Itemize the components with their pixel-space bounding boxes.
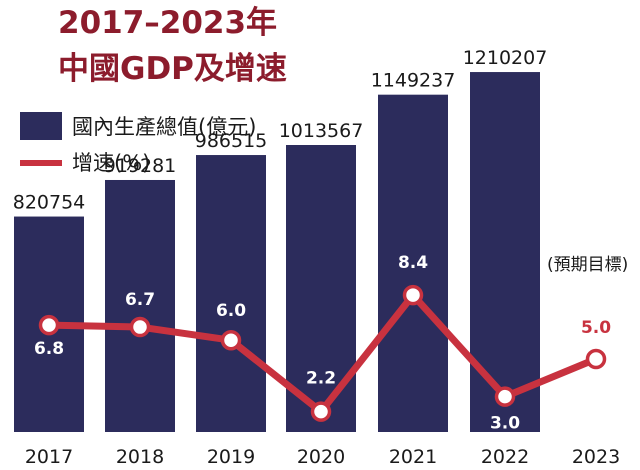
year-label-2017: 2017 [25, 446, 73, 468]
growth-value-label-2019: 6.0 [216, 301, 246, 321]
bar-2022 [470, 72, 540, 433]
target-annotation: (預期目標) [547, 255, 628, 275]
growth-marker-2023 [585, 348, 607, 370]
year-label-2020: 2020 [297, 446, 345, 468]
bar-value-label-2021: 1149237 [371, 70, 456, 92]
line-series: 6.8 6.7 6.0 2.2 8.4 3.0 5.0 [34, 253, 611, 434]
growth-marker-2018 [129, 316, 151, 338]
growth-value-label-2020: 2.2 [306, 369, 336, 389]
growth-value-label-2021: 8.4 [398, 253, 428, 273]
chart-title: 2017–2023年 [58, 5, 277, 41]
bar-2021 [378, 94, 448, 433]
year-label-2023: 2023 [572, 446, 620, 468]
bar-value-label-2020: 1013567 [279, 120, 364, 142]
bar-value-label-2018: 919281 [104, 155, 177, 177]
bar-value-label-2019: 986515 [195, 130, 268, 152]
growth-value-label-2022: 3.0 [490, 414, 520, 434]
year-label-2022: 2022 [481, 446, 529, 468]
bar-value-label-2022: 1210207 [463, 47, 548, 69]
x-axis-labels: 2017 2018 2019 2020 2021 2022 2023 [25, 446, 620, 468]
growth-value-label-2023: 5.0 [581, 318, 611, 338]
growth-value-label-2017: 6.8 [34, 339, 64, 359]
year-label-2019: 2019 [207, 446, 255, 468]
bar-2019 [196, 155, 266, 432]
growth-marker-2022 [494, 386, 516, 407]
chart-subtitle: 中國GDP及增速 [58, 51, 287, 87]
legend-bar-swatch [20, 112, 62, 140]
year-label-2018: 2018 [116, 446, 164, 468]
bar-series: 820754 919281 986515 1013567 1149237 1210207 [13, 47, 548, 433]
growth-value-label-2018: 6.7 [125, 290, 155, 310]
growth-marker-2017 [38, 314, 60, 336]
bar-2018 [105, 179, 175, 432]
year-label-2021: 2021 [389, 446, 437, 468]
growth-marker-2020 [310, 401, 332, 422]
legend-bar-label: 國內生產總值(億元) [72, 115, 256, 139]
legend-line-label: 增速(%) [72, 151, 150, 175]
growth-marker-2019 [220, 329, 242, 351]
growth-marker-2021 [402, 284, 424, 306]
bar-value-label-2017: 820754 [13, 192, 86, 214]
